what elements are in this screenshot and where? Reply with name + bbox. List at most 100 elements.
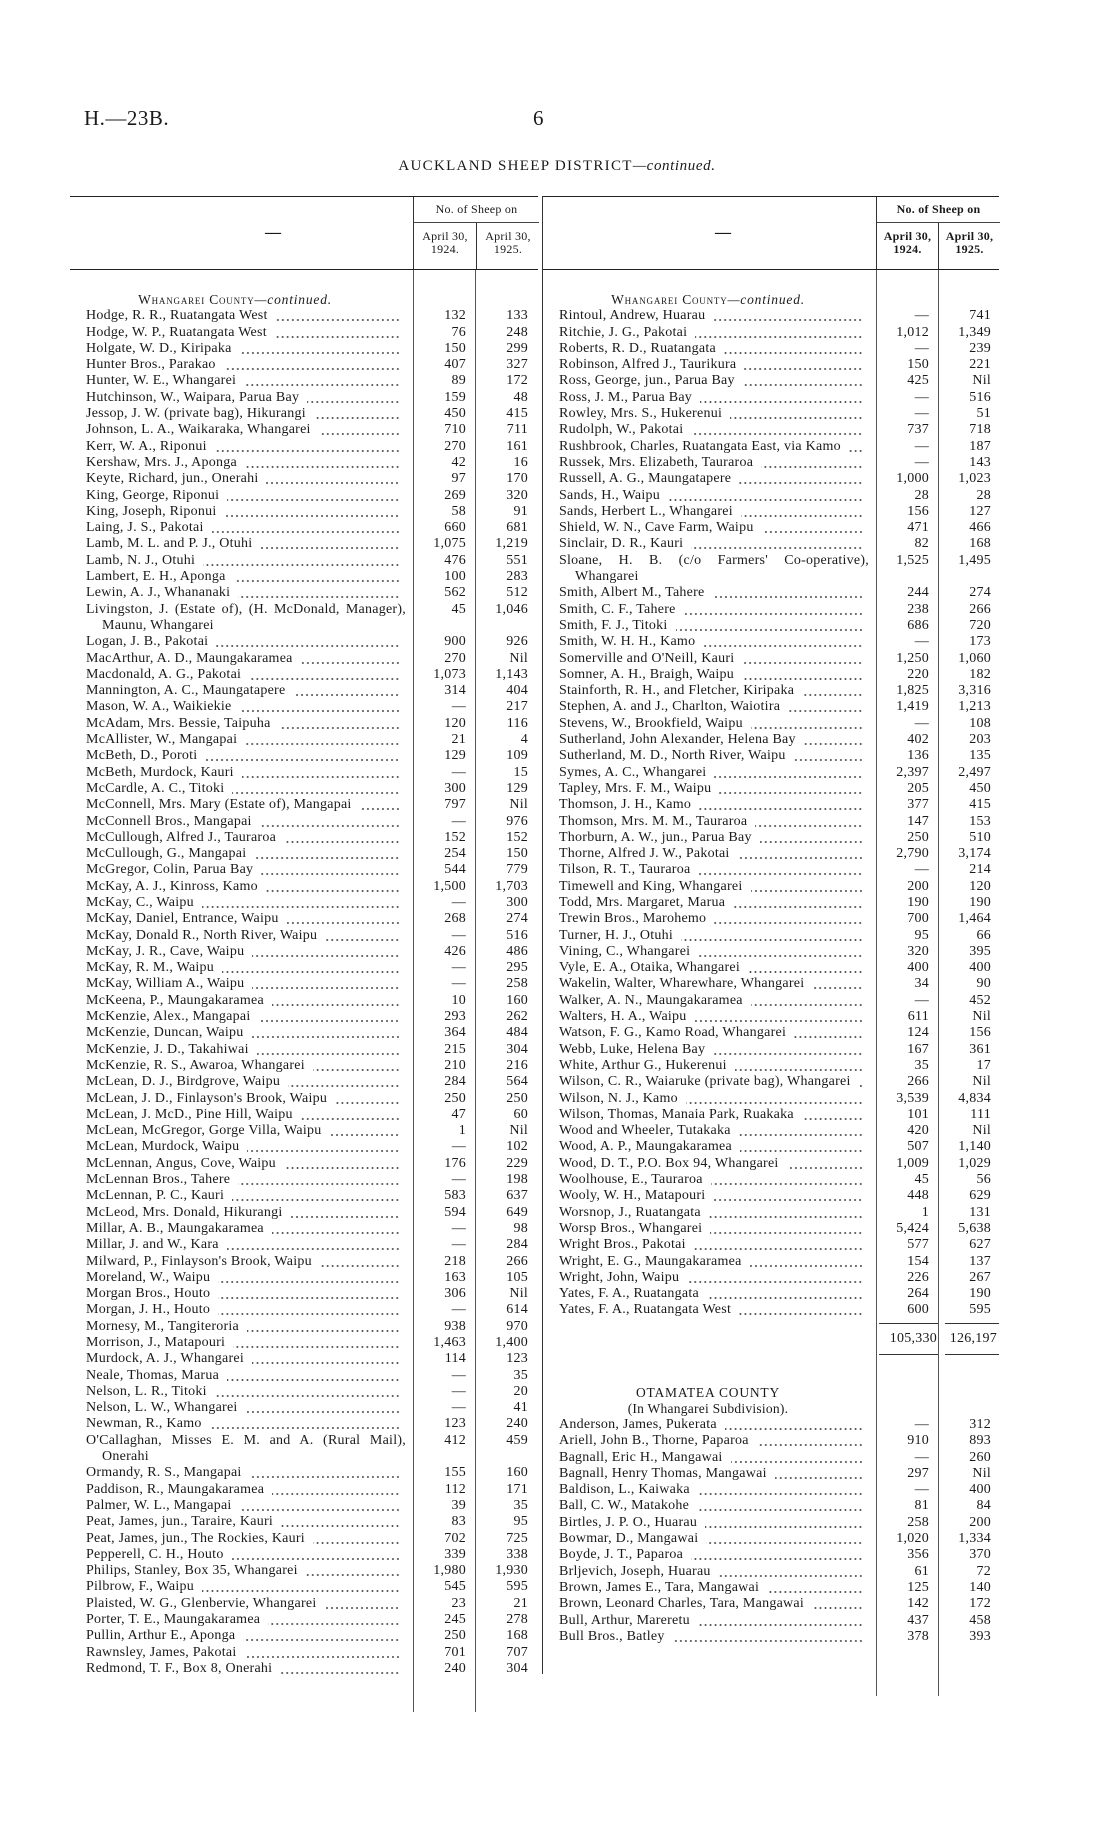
dot-leader [713, 1041, 863, 1058]
holder-name: Wood and Wheeler, Tutakaka [559, 1123, 731, 1139]
sheep-1924: 1,419 [896, 699, 929, 715]
dot-leader [713, 1188, 863, 1205]
holder-name: Keyte, Richard, jun., Onerahi [86, 471, 259, 487]
sheep-1924: 1,500 [433, 878, 466, 894]
sheep-1924: — [914, 1417, 929, 1432]
sheep-1925: 160 [506, 1465, 528, 1481]
sheep-1924: 1,525 [896, 552, 929, 568]
sheep-1924: — [451, 1302, 466, 1318]
sheep-1924: 176 [444, 1155, 466, 1171]
holder-name: Yates, F. A., Ruatangata [559, 1286, 699, 1302]
sheep-1925: 415 [506, 406, 528, 422]
sheep-1924: — [914, 308, 929, 324]
holder-name: McLean, J. D., Finlayson's Brook, Waipu [86, 1090, 328, 1106]
sheep-1924: 314 [444, 683, 466, 699]
table-row: Pullin, Arthur E., Aponga 250 168 [70, 1628, 538, 1645]
sheep-1924: 155 [444, 1465, 466, 1481]
holder-name: Todd, Mrs. Margaret, Marua [559, 894, 726, 910]
dot-leader [710, 1220, 863, 1238]
holder-name: Vining, C., Whangarei [559, 943, 691, 959]
sheep-1925: 216 [506, 1057, 528, 1073]
holder-name: Bagnall, Eric H., Mangawai [559, 1449, 723, 1465]
dot-leader [239, 340, 400, 358]
sheep-1924: 293 [444, 1009, 466, 1025]
dot-leader [261, 862, 400, 879]
sheep-1924: 150 [907, 357, 929, 373]
sheep-1925: 171 [506, 1481, 528, 1497]
dot-leader [700, 389, 863, 407]
table-row: Wright Bros., Pakotai 577 627 [543, 1237, 999, 1254]
dot-leader [750, 878, 863, 895]
sheep-1925: 1,219 [495, 536, 528, 552]
dot-leader [802, 683, 863, 700]
dot-leader [218, 1302, 400, 1319]
dot-leader [687, 1269, 863, 1287]
table-row: King, George, Riponui 269 320 [70, 487, 538, 504]
sheep-1924: 400 [907, 960, 929, 976]
table-row: Bagnall, Eric H., Mangawai — 260 [543, 1449, 999, 1466]
sheep-1924: 583 [444, 1188, 466, 1204]
sheep-1924: — [451, 976, 466, 992]
sheep-1924: 81 [914, 1498, 929, 1514]
sheep-1925: 123 [506, 1351, 528, 1367]
sheep-1925: 120 [969, 878, 991, 894]
sheep-1925: 1,495 [958, 552, 991, 568]
sheep-1924: 476 [444, 552, 466, 568]
dot-leader [232, 1188, 400, 1205]
sheep-1925: 4 [520, 732, 528, 748]
sheep-1925: 718 [969, 422, 991, 438]
sheep-1925: 266 [506, 1253, 528, 1269]
table-row: Hunter, W. E., Whangarei 89 172 [70, 373, 538, 390]
dot-leader [724, 1417, 863, 1434]
holder-name: McKay, Daniel, Entrance, Waipu [86, 911, 279, 927]
holder-name: Hodge, R. R., Ruatangata West [86, 308, 268, 324]
sheep-1925: 135 [969, 748, 991, 764]
total-1925: 126,197 [945, 1322, 999, 1355]
table-row: McLean, Murdock, Waipu — 102 [70, 1139, 538, 1156]
table-row: Thomson, J. H., Kamo 377 415 [543, 797, 999, 814]
sheep-1924: 114 [444, 1351, 466, 1367]
table-body: Whangarei County—continued. Hodge, R. R.… [70, 270, 538, 1712]
holder-name: Redmond, T. F., Box 8, Onerahi [86, 1660, 273, 1676]
sheep-1925: 459 [506, 1432, 528, 1448]
holder-name: Murdock, A. J., Whangarei [86, 1351, 245, 1367]
table-row: Bull, Arthur, Mareretu 437 458 [543, 1612, 999, 1629]
sheep-count-header: No. of Sheep on April 30, 1924. April 30,… [876, 197, 1000, 269]
table-row: Worsnop, J., Ruatangata 1 131 [543, 1204, 999, 1221]
sheep-1924: 600 [907, 1302, 929, 1318]
table-row: Sloane, H. B. (c/o Farmers' Co-operative… [543, 553, 999, 586]
sheep-1924: 545 [444, 1579, 466, 1595]
dot-leader [812, 976, 863, 993]
holder-name: O'Callaghan, Misses E. M. and A. (Rural … [86, 1432, 406, 1465]
dot-leader [723, 340, 863, 358]
dot-leader [858, 1074, 863, 1091]
dot-leader [268, 1612, 400, 1629]
table-row: Morgan Bros., Houto 306 Nil [70, 1286, 538, 1303]
sheep-1925: 320 [506, 487, 528, 503]
table-row: Morgan, J. H., Houto — 614 [70, 1302, 538, 1319]
dot-leader [812, 1596, 863, 1613]
holder-name: Worsnop, J., Ruatangata [559, 1204, 701, 1220]
sheep-1925: 35 [513, 1367, 528, 1383]
table-row: Plaisted, W. G., Glenbervie, Whangarei 23… [70, 1595, 538, 1613]
title-text: AUCKLAND SHEEP DISTRICT [398, 158, 633, 174]
holder-name: Thorne, Alfred J. W., Pakotai [559, 846, 730, 862]
dot-leader [801, 1106, 863, 1124]
table-row: Mannington, A. C., Maungatapere 314 404 [70, 683, 538, 700]
sheep-1925: 1,930 [495, 1563, 528, 1579]
dot-leader [794, 1025, 863, 1042]
total-row: 105,330 126,197 [543, 1322, 999, 1355]
holder-name: Shield, W. N., Cave Farm, Waipu [559, 520, 754, 536]
table-row: Smith, C. F., Tahere 238 266 [543, 601, 999, 618]
sheep-1925: 20 [513, 1383, 528, 1399]
dot-leader [740, 503, 863, 521]
sheep-1925: 153 [969, 813, 991, 829]
table-row: Hodge, W. P., Ruatangata West 76 248 [70, 324, 538, 341]
sheep-1924: — [451, 894, 466, 910]
dot-leader [668, 487, 863, 504]
sheep-1925: 711 [506, 422, 528, 438]
table-row: Rudolph, W., Pakotai 737 718 [543, 422, 999, 439]
sheep-1925: 361 [969, 1041, 991, 1057]
dot-leader [244, 373, 400, 390]
dot-leader [691, 422, 863, 439]
